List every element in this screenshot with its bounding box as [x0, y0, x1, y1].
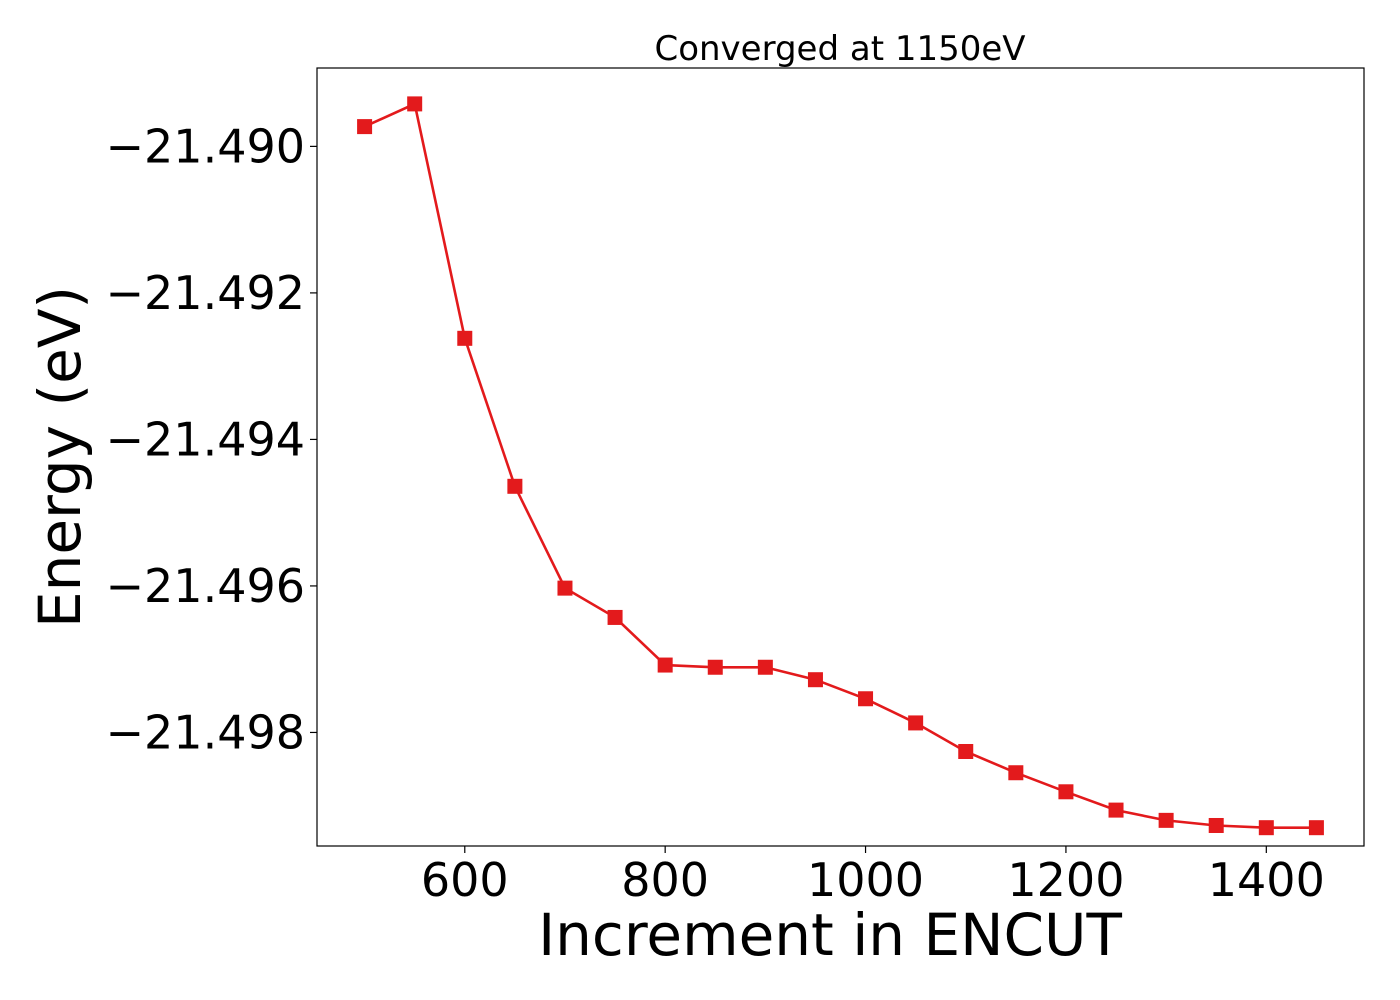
y-tick-label: −21.496	[106, 559, 306, 613]
y-tick-label: −21.490	[106, 119, 306, 173]
series-layer	[357, 96, 1324, 836]
data-point-marker	[757, 659, 773, 675]
data-point-marker	[557, 580, 573, 596]
chart-title: Converged at 1150eV	[654, 29, 1025, 69]
data-point-marker	[1008, 765, 1024, 781]
data-point-marker	[1058, 784, 1074, 800]
x-axis-ticks: 600 800 1000 1200 1400	[421, 846, 1325, 907]
data-point-marker	[1108, 802, 1124, 818]
data-point-marker	[407, 96, 423, 112]
data-point-marker	[357, 119, 373, 135]
data-point-marker	[657, 657, 673, 673]
y-tick-label: −21.498	[106, 705, 306, 759]
data-point-marker	[807, 672, 823, 688]
data-point-marker	[1308, 820, 1324, 836]
y-axis-label: Energy (eV)	[26, 286, 94, 628]
data-point-marker	[507, 478, 523, 494]
x-tick-label: 600	[421, 853, 509, 907]
data-point-marker	[457, 330, 473, 346]
y-axis-ticks: −21.490 −21.492 −21.494 −21.496 −21.498	[106, 119, 317, 759]
data-point-marker	[908, 715, 924, 731]
series-line	[364, 102, 1317, 830]
data-point-marker	[1158, 812, 1174, 828]
data-point-marker	[707, 659, 723, 675]
x-tick-label: 1400	[1208, 853, 1325, 907]
data-point-marker	[958, 743, 974, 759]
data-point-marker	[607, 609, 623, 625]
x-axis-label: Increment in ENCUT	[538, 901, 1122, 969]
y-tick-label: −21.492	[106, 266, 306, 320]
plot-frame	[316, 67, 1365, 847]
data-point-marker	[1208, 817, 1224, 833]
data-point-marker	[1258, 820, 1274, 836]
y-tick-label: −21.494	[106, 412, 306, 466]
x-tick-label: 800	[621, 853, 709, 907]
data-point-marker	[858, 691, 874, 707]
x-tick-label: 1200	[1007, 853, 1124, 907]
x-tick-label: 1000	[807, 853, 924, 907]
